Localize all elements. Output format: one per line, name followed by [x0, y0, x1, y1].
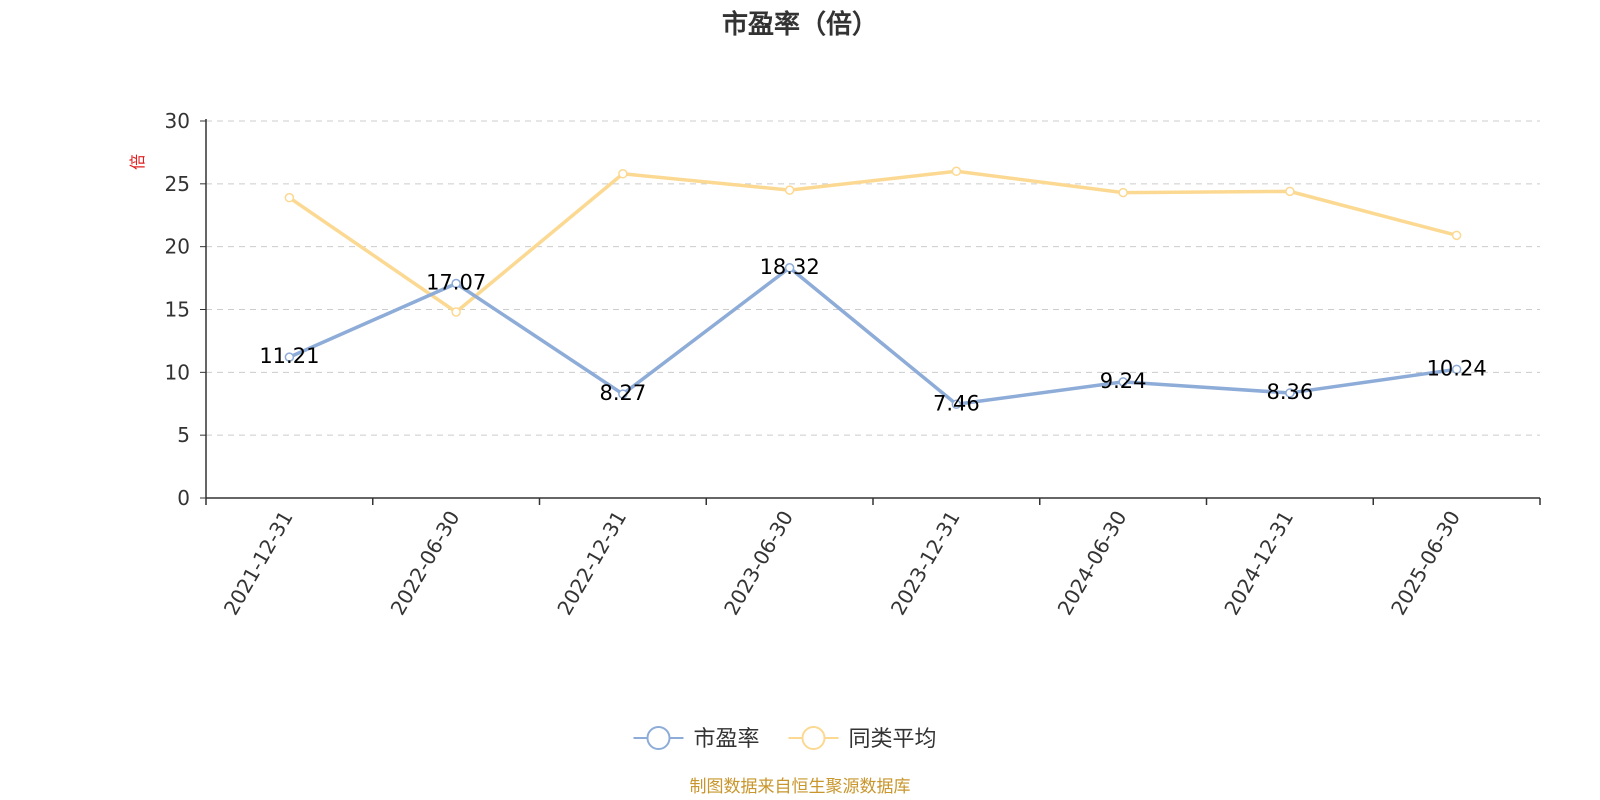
data-label-市盈率-2023-12-31: 7.46: [933, 391, 980, 415]
data-point-市盈率-2023-12-31: [951, 399, 962, 410]
y-tick-label-5: 5: [177, 423, 190, 447]
y-tick-label-30: 30: [165, 109, 190, 133]
series-市盈率: [284, 263, 1462, 410]
data-label-市盈率-2024-06-30: 9.24: [1100, 369, 1147, 393]
series-line-同类平均: [288, 169, 1458, 314]
data-point-市盈率-2022-12-31: [618, 389, 628, 399]
grid-lines: [206, 120, 1540, 436]
data-label-市盈率-2022-06-30: 17.07: [426, 270, 486, 294]
legend[interactable]: 市盈率 同类平均: [633, 726, 937, 752]
x-tick-label-2022-12-31: 2022-12-31: [552, 507, 631, 620]
data-point-同类平均-2024-06-30: [1118, 187, 1128, 198]
data-point-同类平均-2023-12-31: [951, 166, 962, 177]
data-label-市盈率-2022-12-31: 8.27: [599, 381, 646, 405]
x-tick-label-2023-06-30: 2023-06-30: [719, 507, 798, 620]
data-point-市盈率-2021-12-31: [284, 352, 295, 362]
data-point-市盈率-2024-12-31: [1285, 388, 1295, 398]
data-point-市盈率-2023-06-30: [784, 263, 795, 273]
y-tick-label-0: 0: [177, 486, 190, 510]
series-lines: [284, 166, 1462, 410]
data-point-同类平均-2022-12-31: [618, 169, 628, 179]
series-line-市盈率: [288, 266, 1457, 407]
x-tick-label-2024-06-30: 2024-06-30: [1053, 507, 1132, 620]
data-labels: 11.21 17.07 8.27 18.32 7.46 9.24 8.36 10.24: [259, 255, 1486, 415]
data-point-市盈率-2025-06-30: [1451, 364, 1462, 375]
data-label-市盈率-2024-12-31: 8.36: [1266, 380, 1313, 404]
data-label-市盈率-2025-06-30: 10.24: [1427, 356, 1487, 380]
data-label-市盈率-2021-12-31: 11.21: [259, 344, 319, 368]
legend-label-同类平均: 同类平均: [849, 727, 937, 752]
data-point-市盈率-2024-06-30: [1118, 377, 1128, 387]
legend-item-同类平均[interactable]: 同类平均: [788, 726, 937, 752]
data-point-同类平均-2022-06-30: [451, 307, 461, 317]
y-tick-label-25: 25: [165, 172, 190, 196]
data-point-市盈率-2022-06-30: [451, 278, 461, 289]
legend-label-市盈率: 市盈率: [694, 727, 760, 752]
x-tick-label-2024-12-31: 2024-12-31: [1219, 507, 1298, 620]
x-tick-label-2025-06-30: 2025-06-30: [1386, 507, 1465, 620]
chart-title: 市盈率（倍）: [722, 9, 878, 40]
x-tick-label-2021-12-31: 2021-12-31: [219, 507, 298, 620]
data-point-同类平均-2021-12-31: [284, 192, 295, 203]
legend-marker-同类平均: [801, 726, 826, 750]
data-source-note: 制图数据来自恒生聚源数据库: [690, 777, 911, 797]
y-axis-unit-label: 倍: [128, 154, 147, 170]
y-tick-label-15: 15: [165, 298, 190, 322]
y-tick-label-20: 20: [165, 235, 190, 259]
legend-item-市盈率[interactable]: 市盈率: [633, 726, 760, 752]
axes: 0 5 10 15 20 25 30 2021-12-31 2022-06-30 2022-12-…: [165, 109, 1541, 620]
legend-marker-市盈率: [646, 726, 671, 750]
data-point-同类平均-2024-12-31: [1285, 186, 1295, 197]
data-point-同类平均-2025-06-30: [1451, 230, 1462, 241]
data-label-市盈率-2023-06-30: 18.32: [760, 255, 820, 279]
series-同类平均: [284, 166, 1462, 317]
x-tick-label-2023-12-31: 2023-12-31: [886, 507, 965, 620]
data-point-同类平均-2023-06-30: [784, 185, 795, 195]
x-tick-label-2022-06-30: 2022-06-30: [386, 507, 465, 620]
y-tick-label-10: 10: [165, 360, 190, 384]
